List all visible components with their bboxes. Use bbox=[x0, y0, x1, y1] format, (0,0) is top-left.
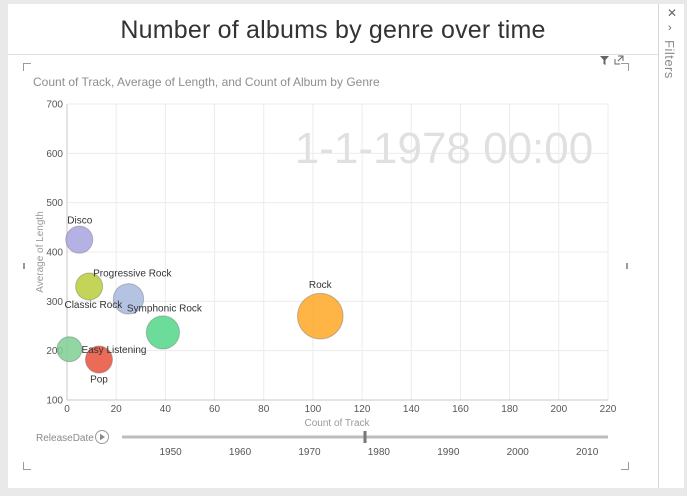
bubble-progressive-rock[interactable] bbox=[75, 272, 104, 301]
y-tick-label: 300 bbox=[46, 297, 63, 308]
axes: 0 20 40 60 80 100 120 140 160 180 200 220 100 200 300 4… bbox=[46, 100, 616, 416]
visual-corner-bottom-left bbox=[23, 462, 31, 470]
bubble-label: Classic Rock bbox=[64, 300, 123, 311]
chart-subtitle: Count of Track, Average of Length, and C… bbox=[33, 75, 380, 89]
bubble-pop[interactable] bbox=[84, 345, 113, 374]
bubble-symphonic-rock[interactable] bbox=[145, 315, 181, 350]
y-tick-label: 200 bbox=[46, 346, 63, 357]
resize-handle-right[interactable] bbox=[626, 263, 628, 269]
bubble-easy-listening[interactable] bbox=[56, 336, 83, 363]
filters-pane: ✕ › Filters bbox=[658, 4, 684, 488]
bubble-label: Progressive Rock bbox=[93, 269, 172, 280]
bubbles bbox=[56, 225, 344, 374]
visual-toolbar bbox=[600, 54, 624, 66]
filters-pane-label[interactable]: Filters bbox=[662, 40, 677, 79]
focus-mode-icon[interactable] bbox=[614, 54, 624, 66]
play-icon[interactable] bbox=[95, 430, 109, 444]
filter-icon[interactable] bbox=[600, 54, 614, 66]
resize-handle-left[interactable] bbox=[23, 263, 25, 269]
close-icon[interactable]: ✕ bbox=[667, 6, 678, 20]
bubble-disco[interactable] bbox=[65, 225, 94, 254]
x-tick-label: 120 bbox=[354, 404, 371, 415]
play-axis: ReleaseDate 1950 1960 1970 1980 1990 2000 2010 bbox=[36, 430, 608, 458]
x-tick-label: 40 bbox=[160, 404, 172, 415]
play-axis-watermark: 1-1-1978 00:00 bbox=[295, 124, 593, 173]
play-axis-tick-label: 2000 bbox=[507, 447, 530, 458]
bubble-labels: Disco Progressive Rock Classic Rock Symphon… bbox=[64, 216, 332, 386]
visual-corner-top-left bbox=[23, 63, 31, 71]
play-axis-tick-label: 2010 bbox=[576, 447, 599, 458]
y-tick-label: 700 bbox=[46, 100, 63, 111]
bubble-classic-rock[interactable] bbox=[112, 283, 145, 315]
play-axis-tick-label: 1960 bbox=[229, 447, 252, 458]
x-tick-label: 100 bbox=[305, 404, 322, 415]
y-tick-label: 600 bbox=[46, 149, 63, 160]
play-axis-tick-label: 1970 bbox=[298, 447, 321, 458]
x-tick-label: 220 bbox=[600, 404, 617, 415]
visual-corner-bottom-right bbox=[621, 462, 629, 470]
x-tick-label: 0 bbox=[64, 404, 70, 415]
bubble-rock[interactable] bbox=[297, 292, 344, 340]
play-axis-tick-label: 1990 bbox=[437, 447, 460, 458]
bubble-label: Easy Listening bbox=[81, 345, 146, 356]
play-axis-thumb[interactable] bbox=[363, 431, 367, 443]
play-axis-label: ReleaseDate bbox=[36, 433, 94, 444]
y-tick-label: 100 bbox=[46, 396, 63, 407]
play-axis-tick-label: 1980 bbox=[368, 447, 391, 458]
grid bbox=[67, 103, 609, 400]
bubble-label: Symphonic Rock bbox=[127, 303, 203, 314]
title-bar: Number of albums by genre over time bbox=[8, 4, 658, 55]
bubble-label: Disco bbox=[67, 216, 92, 227]
chevron-right-icon[interactable]: › bbox=[668, 22, 672, 34]
x-axis-title: Count of Track bbox=[304, 418, 370, 429]
x-tick-label: 200 bbox=[550, 404, 567, 415]
y-tick-label: 400 bbox=[46, 248, 63, 259]
visual-corner-top-right bbox=[621, 63, 629, 71]
x-tick-label: 80 bbox=[258, 404, 270, 415]
bubble-label: Rock bbox=[309, 280, 333, 291]
report-title: Number of albums by genre over time bbox=[120, 16, 546, 44]
y-tick-label: 500 bbox=[46, 198, 63, 209]
x-tick-label: 60 bbox=[209, 404, 221, 415]
x-tick-label: 180 bbox=[501, 404, 518, 415]
play-axis-tick-label: 1950 bbox=[159, 447, 182, 458]
x-tick-label: 160 bbox=[452, 404, 469, 415]
bubble-label: Pop bbox=[90, 375, 108, 386]
x-tick-label: 20 bbox=[111, 404, 123, 415]
x-tick-label: 140 bbox=[403, 404, 420, 415]
y-axis-title: Average of Length bbox=[35, 211, 46, 293]
